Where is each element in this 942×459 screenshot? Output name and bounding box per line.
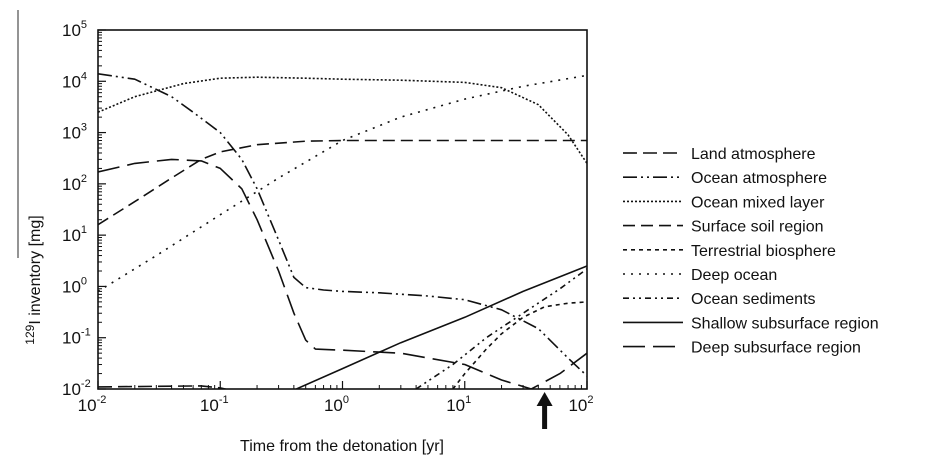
legend: Land atmosphere Ocean atmosphere Ocean mix… <box>623 146 879 357</box>
series-layer <box>98 73 587 389</box>
series-line-5 <box>452 301 587 389</box>
legend-item: Surface soil region <box>623 219 824 236</box>
series-line-4 <box>98 139 587 226</box>
legend-label: Ocean atmosphere <box>691 170 827 187</box>
y-tick-label: 104 <box>62 70 87 91</box>
legend-label: Land atmosphere <box>691 146 816 163</box>
legend-item: Deep subsurface region <box>623 340 861 357</box>
y-axis-title-main: I inventory [mg] <box>27 215 44 324</box>
series-line-1 <box>98 385 229 389</box>
annotation-layer <box>536 392 553 429</box>
arrow-up-icon <box>536 392 553 406</box>
series-line-6 <box>98 74 587 293</box>
x-tick-label: 102 <box>568 394 593 415</box>
legend-item: Deep ocean <box>623 267 777 284</box>
series-line-9 <box>98 158 587 389</box>
legend-label: Deep ocean <box>691 267 777 284</box>
legend-item: Land atmosphere <box>623 146 816 163</box>
series-line-2 <box>98 73 587 377</box>
legend-label: Terrestrial biosphere <box>691 243 836 260</box>
legend-item: Ocean sediments <box>623 291 816 308</box>
y-tick-label: 102 <box>62 173 87 194</box>
legend-label: Shallow subsurface region <box>691 315 879 332</box>
legend-label: Surface soil region <box>691 219 824 236</box>
x-tick-label: 101 <box>446 394 471 415</box>
legend-item: Shallow subsurface region <box>623 315 879 332</box>
series-line-7 <box>415 268 587 389</box>
x-tick-label: 10-1 <box>200 394 229 415</box>
y-axis-title-text: 129I inventory [mg] <box>23 215 44 344</box>
series-line-3 <box>98 76 587 164</box>
y-tick-label: 105 <box>62 19 87 40</box>
legend-item: Ocean atmosphere <box>623 170 827 187</box>
tick-layer: 10-2 10-1 100 101 102 10-2 10-1 100 101 102 103 104… <box>62 19 594 415</box>
legend-item: Ocean mixed layer <box>623 194 825 211</box>
x-axis-title: Time from the detonation [yr] <box>240 438 444 455</box>
y-axis-title: 129I inventory [mg] <box>17 10 44 345</box>
y-tick-label: 103 <box>62 122 87 143</box>
y-tick-label: 10-1 <box>62 327 91 348</box>
y-tick-label: 10-2 <box>62 378 91 399</box>
y-tick-label: 100 <box>62 275 87 296</box>
y-tick-label: 101 <box>62 224 87 245</box>
series-line-8 <box>296 265 587 389</box>
y-axis-title-superscript: 129 <box>23 324 37 344</box>
x-tick-label: 10-2 <box>78 394 107 415</box>
legend-label: Ocean mixed layer <box>691 194 825 211</box>
legend-label: Ocean sediments <box>691 291 816 308</box>
legend-label: Deep subsurface region <box>691 340 861 357</box>
legend-item: Terrestrial biosphere <box>623 243 836 260</box>
x-tick-label: 100 <box>324 394 349 415</box>
plot-frame <box>97 29 588 390</box>
